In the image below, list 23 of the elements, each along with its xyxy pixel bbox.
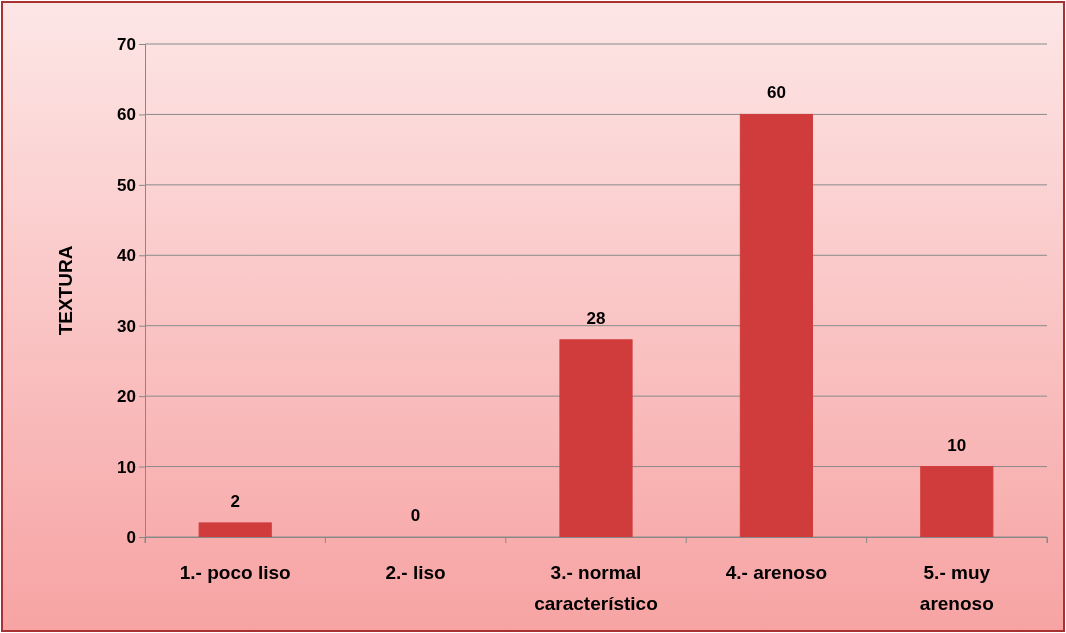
bar bbox=[739, 113, 813, 538]
data-label: 28 bbox=[586, 308, 606, 328]
y-tick-label: 70 bbox=[117, 34, 136, 54]
y-tick-label: 0 bbox=[126, 527, 136, 547]
y-tick-label: 20 bbox=[117, 387, 136, 407]
bar bbox=[920, 466, 994, 538]
bar bbox=[198, 522, 272, 538]
y-tick-label: 10 bbox=[117, 457, 136, 477]
data-label: 0 bbox=[410, 506, 421, 525]
data-label: 2 bbox=[230, 491, 240, 511]
x-tick-label: 1.- poco liso bbox=[179, 562, 291, 583]
data-label: 60 bbox=[766, 83, 786, 103]
y-tick-label: 60 bbox=[117, 105, 136, 125]
x-tick-label: 4.- arenoso bbox=[725, 562, 828, 583]
x-tick-label: 3.- normal característico bbox=[534, 562, 658, 614]
y-tick-label: 40 bbox=[117, 246, 136, 266]
x-tick-label: 2.- liso bbox=[385, 562, 446, 583]
data-label: 10 bbox=[947, 435, 967, 455]
y-tick-label: 30 bbox=[117, 316, 136, 336]
x-tick-label: 5.- muy arenoso bbox=[919, 562, 994, 614]
bar bbox=[559, 339, 633, 538]
y-tick-label: 50 bbox=[117, 175, 136, 195]
y-axis-title: TEXTURA bbox=[55, 245, 76, 336]
